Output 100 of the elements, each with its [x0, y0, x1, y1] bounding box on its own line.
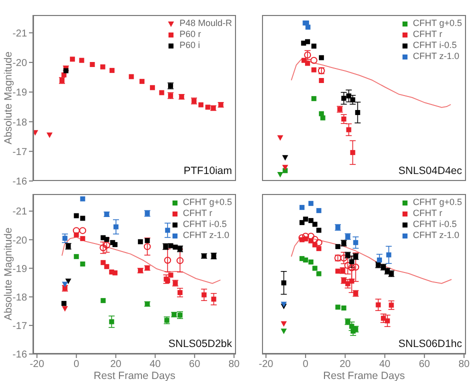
point	[308, 260, 314, 264]
point	[316, 271, 322, 276]
y-tick-label: -19	[12, 264, 28, 275]
point	[168, 272, 174, 278]
point	[277, 135, 284, 141]
point	[346, 127, 352, 132]
y-tick-label: -20	[12, 58, 28, 69]
legend-label: P60 r	[179, 29, 201, 40]
point	[100, 244, 107, 252]
legend-label: CFHT r	[412, 208, 442, 219]
point	[79, 227, 86, 234]
point	[62, 236, 68, 241]
point	[312, 266, 318, 271]
point	[138, 239, 143, 244]
point	[74, 254, 79, 260]
point	[80, 196, 86, 202]
point	[312, 222, 318, 227]
point	[341, 306, 346, 310]
point	[164, 256, 172, 264]
x-tick-label: 40	[379, 359, 391, 370]
point	[65, 278, 72, 284]
point	[311, 67, 316, 72]
point	[388, 302, 394, 308]
point	[305, 24, 310, 30]
point	[139, 78, 144, 84]
y-tick-label: -19	[12, 88, 28, 99]
point	[176, 257, 184, 264]
y-tick-label: -18	[12, 292, 28, 304]
point	[202, 292, 207, 298]
x-tick-label: 40	[150, 359, 162, 370]
point	[80, 216, 86, 221]
point	[348, 264, 356, 272]
x-tick-label: 80	[228, 359, 240, 370]
point	[386, 252, 392, 258]
point	[350, 97, 356, 102]
point	[316, 246, 322, 252]
point	[90, 62, 95, 68]
point	[349, 259, 354, 264]
annotation: SNLS05D2bk	[168, 338, 232, 350]
x-axis-title: Rest Frame Days	[323, 370, 405, 381]
y-tick-label: -16	[12, 176, 28, 188]
point	[303, 258, 308, 262]
y-tick-label: -18	[12, 117, 28, 128]
point	[103, 242, 110, 249]
point	[211, 296, 216, 302]
point	[316, 228, 322, 233]
y-axis-title: Absolute Magnitude	[2, 51, 15, 144]
x-tick-label: -20	[258, 359, 274, 370]
point	[144, 243, 151, 250]
point	[344, 262, 352, 269]
x-tick-label: 80	[458, 359, 470, 370]
legend-label: CFHT r	[412, 29, 442, 40]
legend-label: P48 Mould-R	[179, 18, 232, 29]
point	[305, 60, 310, 66]
point	[311, 96, 316, 102]
point	[168, 243, 174, 248]
point	[100, 298, 106, 304]
point	[110, 68, 115, 73]
x-tick-label: 0	[74, 359, 80, 370]
point	[280, 328, 287, 334]
point	[277, 172, 284, 178]
point	[302, 232, 310, 240]
point	[355, 110, 360, 116]
point	[70, 56, 75, 62]
point	[159, 90, 164, 96]
point	[144, 238, 150, 244]
point	[109, 319, 114, 324]
point	[112, 270, 118, 276]
x-tick-label: 20	[110, 359, 122, 370]
point	[80, 262, 86, 266]
y-tick-label: -17	[12, 146, 28, 158]
point	[315, 239, 322, 246]
annotation: SNLS06D1hc	[398, 338, 462, 350]
point	[384, 318, 390, 324]
y-tick-label: -20	[12, 235, 28, 246]
point	[62, 306, 68, 312]
point	[303, 216, 308, 222]
point	[128, 74, 134, 80]
point	[172, 244, 178, 250]
point	[113, 224, 118, 230]
point	[335, 244, 340, 250]
point	[305, 39, 310, 44]
point	[165, 228, 170, 233]
annotation: PTF10iam	[184, 165, 232, 177]
point	[72, 227, 80, 234]
point	[316, 208, 322, 214]
legend-label: CFHT i-0.5	[412, 219, 457, 230]
point	[46, 132, 53, 138]
legend-label: CFHT z-1.0	[412, 51, 460, 62]
legend-label: CFHT r	[182, 208, 212, 219]
point	[341, 96, 346, 101]
point	[318, 111, 324, 116]
point	[104, 236, 110, 242]
point	[308, 200, 314, 206]
point	[205, 104, 210, 110]
point	[353, 240, 358, 246]
legend-label: CFHT g+0.5	[182, 197, 232, 208]
legend-label: P60 i	[179, 40, 200, 51]
point	[318, 78, 324, 84]
point	[311, 236, 318, 243]
